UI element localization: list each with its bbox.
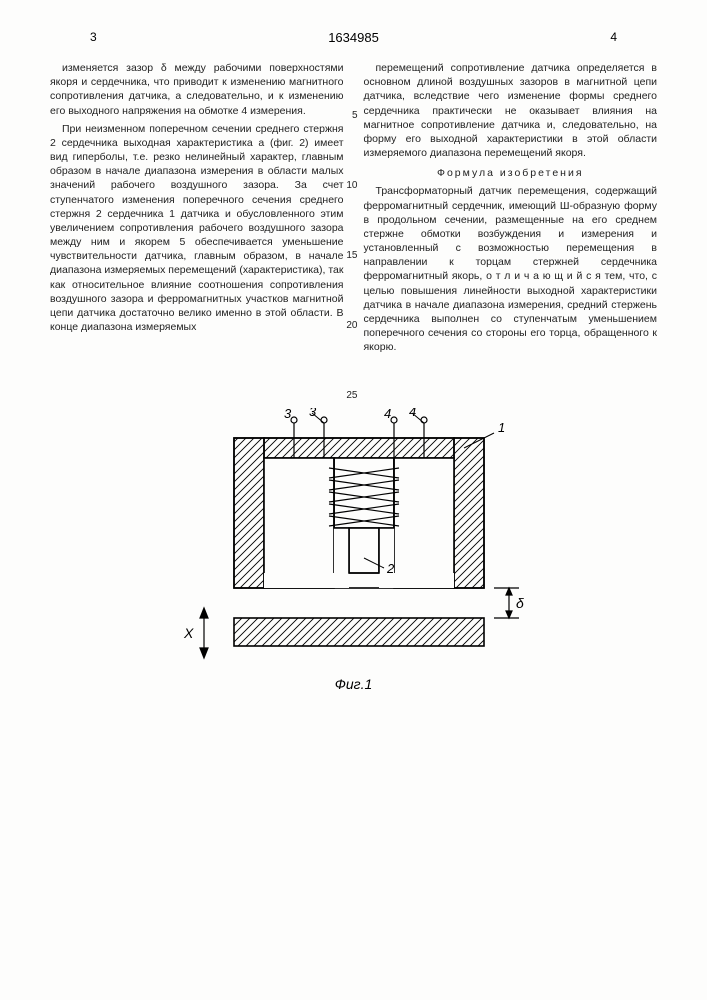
header: 3 1634985 4: [50, 30, 657, 45]
figure-caption: Фиг.1: [50, 676, 657, 692]
figure-svg: 3 3 4 4 1 2 δ X: [164, 408, 544, 668]
right-para-2: Трансформаторный датчик перемещения, сод…: [364, 184, 658, 354]
line-number: 25: [346, 389, 357, 403]
label-3a: 3: [284, 408, 292, 421]
document-number: 1634985: [97, 30, 611, 45]
label-1: 1: [498, 420, 505, 435]
left-column: изменяется зазор δ между рабочими поверх…: [50, 61, 344, 358]
right-para-1: перемещений сопротивление датчика опреде…: [364, 61, 658, 160]
label-3b: 3: [309, 408, 317, 419]
page-number-right: 4: [610, 30, 617, 45]
page-number-left: 3: [90, 30, 97, 45]
label-delta: δ: [516, 595, 524, 611]
figure-1: 3 3 4 4 1 2 δ X Фи: [50, 408, 657, 692]
line-number: 10: [346, 179, 357, 193]
text-columns: изменяется зазор δ между рабочими поверх…: [50, 61, 657, 358]
left-para-2: При неизменном поперечном сечении средне…: [50, 122, 344, 335]
label-4b: 4: [409, 408, 416, 419]
left-para-1: изменяется зазор δ между рабочими поверх…: [50, 61, 344, 118]
label-4a: 4: [384, 408, 391, 421]
line-number: 5: [352, 109, 358, 123]
right-column: перемещений сопротивление датчика опреде…: [364, 61, 658, 358]
line-number: 15: [346, 249, 357, 263]
line-number: 20: [346, 319, 357, 333]
label-x: X: [183, 625, 194, 641]
formula-title: Формула изобретения: [364, 166, 658, 180]
label-2: 2: [386, 561, 395, 576]
